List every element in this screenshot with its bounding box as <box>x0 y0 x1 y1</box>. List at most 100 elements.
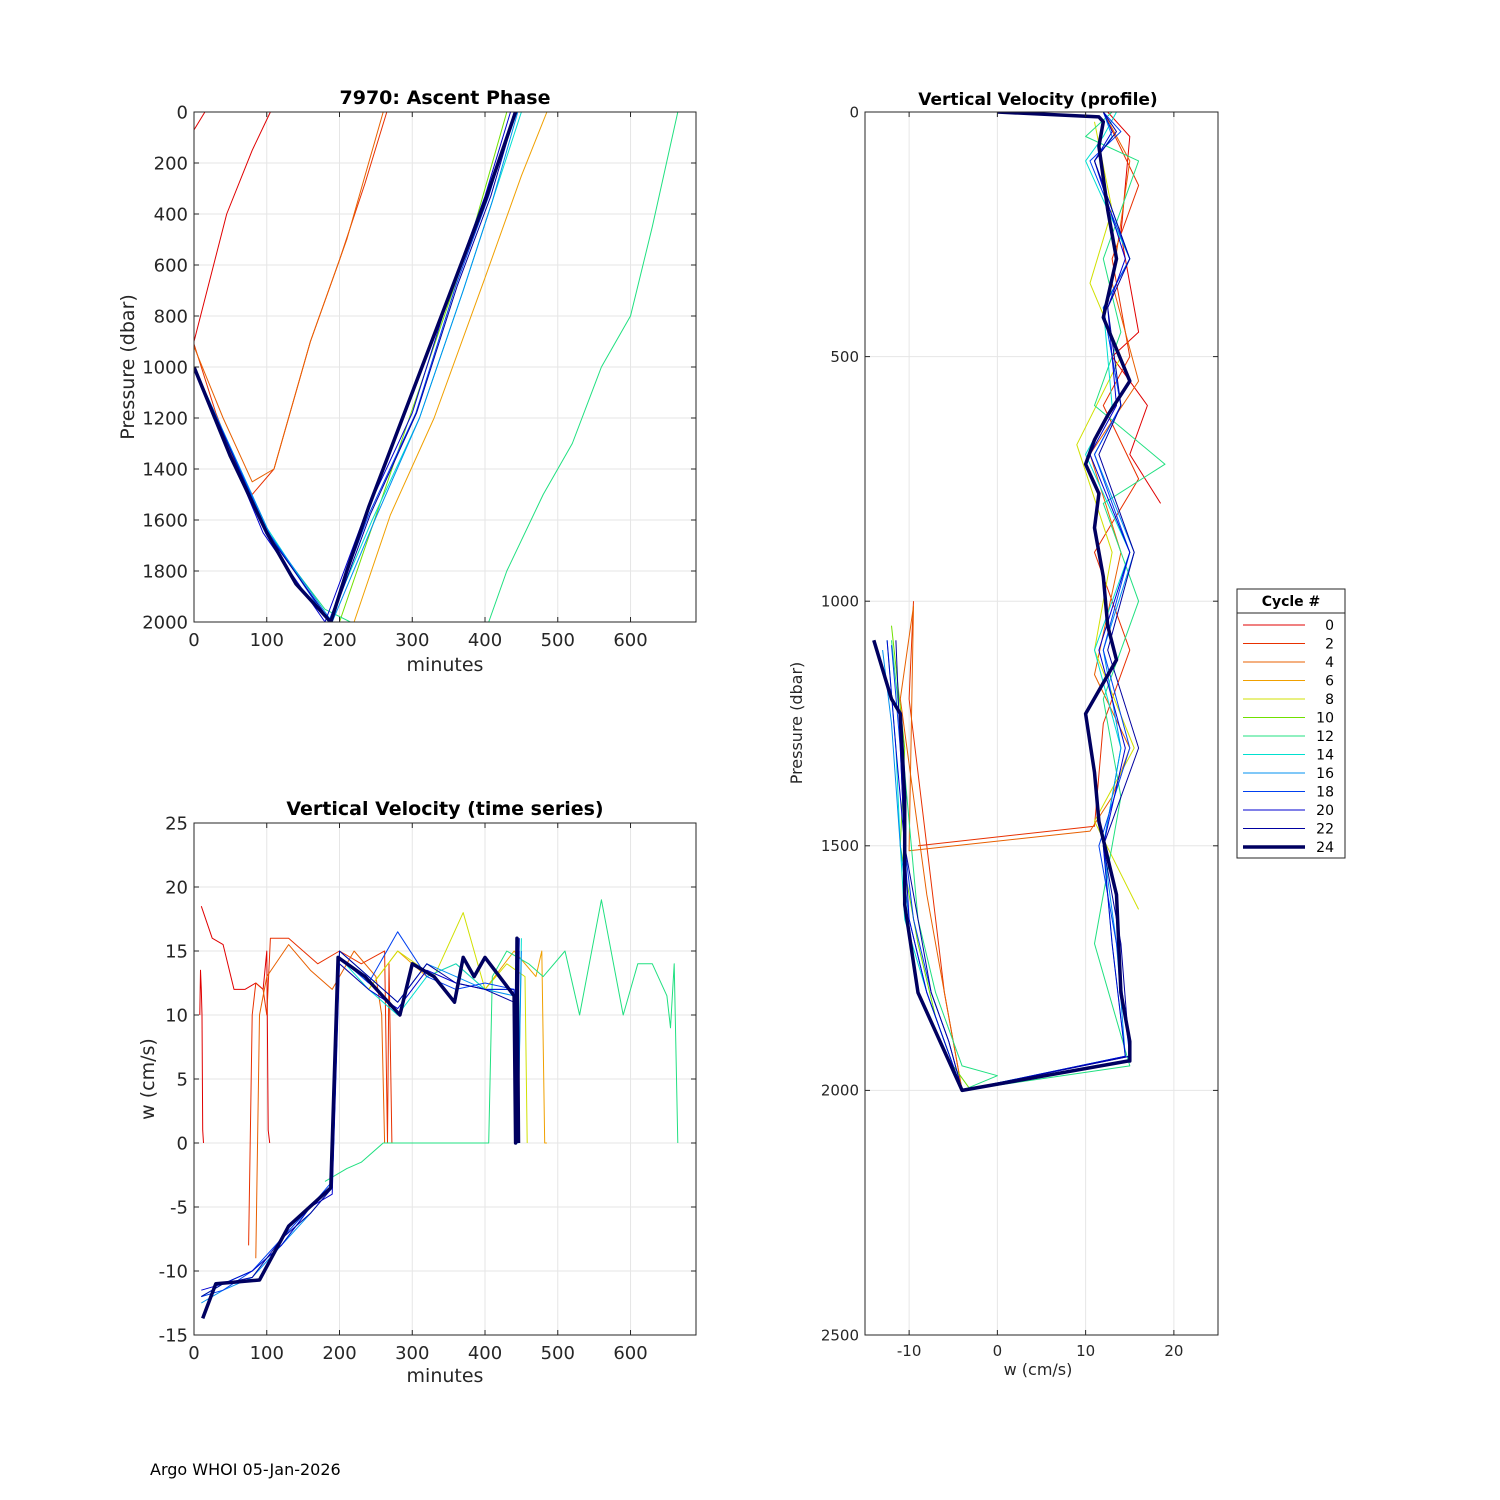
profile-ytick-label: 1500 <box>821 837 859 855</box>
timeseries-xtick-label: 400 <box>468 1343 502 1364</box>
ascent-ytick-label: 1200 <box>142 408 188 429</box>
profile-x-label: w (cm/s) <box>1004 1360 1073 1379</box>
legend-label-cycle-12: 12 <box>1316 729 1334 745</box>
ascent-xtick-label: 500 <box>541 630 575 651</box>
timeseries-series-line-cycle-0 <box>200 906 271 1144</box>
profile-plot-area <box>865 112 1218 1335</box>
legend-label-cycle-24: 24 <box>1316 840 1334 856</box>
legend-label-cycle-22: 22 <box>1316 822 1334 838</box>
timeseries-ytick-label: -10 <box>159 1261 188 1282</box>
ascent-ticks: 0 100 200 300 400 500 600 0 200 400 600 800 1000 1200… <box>142 102 696 651</box>
profile-ytick-label: 1000 <box>821 592 859 610</box>
ascent-series <box>194 112 679 622</box>
profile-axes-box <box>864 111 1219 1336</box>
timeseries-title: Vertical Velocity (time series) <box>286 798 603 820</box>
timeseries-x-label: minutes <box>407 1365 484 1387</box>
ascent-xtick-label: 400 <box>468 630 502 651</box>
ascent-series-line-cycle-0 <box>194 112 271 342</box>
ascent-xtick-label: 600 <box>613 630 647 651</box>
ascent-xtick-label: 100 <box>250 630 284 651</box>
ascent-phase-panel: 0 100 200 300 400 500 600 0 200 400 600 800 1000 1200… <box>117 87 697 676</box>
ascent-xtick-label: 0 <box>188 630 199 651</box>
profile-panel: -10 0 10 20 0 500 1000 1500 2000 2500 Vertical Ve… <box>787 90 1219 1379</box>
timeseries-series <box>199 899 679 1320</box>
profile-series <box>872 112 1166 1093</box>
ascent-xtick-label: 200 <box>322 630 356 651</box>
ascent-series-line-cycle-6 <box>353 112 548 622</box>
timeseries-series-line-cycle-12 <box>324 899 679 1182</box>
legend-label-cycle-8: 8 <box>1325 692 1334 708</box>
ascent-series-line-cycle-12 <box>194 112 679 622</box>
ascent-series-line-cycle-24 <box>194 112 518 622</box>
ascent-xtick-label: 300 <box>395 630 429 651</box>
ascent-series-line-cycle-0 <box>194 112 206 131</box>
ascent-ytick-label: 800 <box>154 306 188 327</box>
timeseries-ytick-label: 10 <box>165 1005 188 1026</box>
timeseries-ytick-label: 15 <box>165 941 188 962</box>
ascent-ytick-label: 0 <box>177 102 188 123</box>
timeseries-series-line-cycle-20 <box>201 950 520 1291</box>
timeseries-series-line-cycle-24 <box>201 936 521 1320</box>
ascent-x-label: minutes <box>407 654 484 676</box>
ascent-series-line-cycle-16 <box>194 112 519 622</box>
timeseries-xtick-label: 600 <box>613 1343 647 1364</box>
profile-title: Vertical Velocity (profile) <box>918 90 1157 110</box>
ascent-ytick-label: 2000 <box>142 612 188 633</box>
legend-box <box>1236 588 1346 859</box>
timeseries-series-line-cycle-4 <box>255 944 387 1259</box>
timeseries-series-line-cycle-0 <box>199 969 204 1144</box>
ascent-ytick-label: 1400 <box>142 459 188 480</box>
ascent-ytick-label: 400 <box>154 204 188 225</box>
legend-label-cycle-14: 14 <box>1316 748 1334 764</box>
timeseries-ytick-label: -5 <box>170 1197 188 1218</box>
ascent-ytick-label: 1600 <box>142 510 188 531</box>
timeseries-xtick-label: 200 <box>322 1343 356 1364</box>
profile-ytick-label: 2500 <box>821 1326 859 1344</box>
timeseries-ytick-label: -15 <box>159 1325 188 1346</box>
timeseries-y-label: w (cm/s) <box>137 1038 159 1120</box>
ascent-ytick-label: 1800 <box>142 561 188 582</box>
legend-label-cycle-0: 0 <box>1325 618 1334 634</box>
profile-series-line-cycle-20 <box>886 112 1131 1091</box>
profile-ytick-label: 2000 <box>821 1082 859 1100</box>
profile-ytick-label: 0 <box>849 103 859 121</box>
timeseries-ticks: 0 100 200 300 400 500 600 -15 -10 -5 0 5 10 15 20 25 <box>159 813 696 1364</box>
ascent-ytick-label: 200 <box>154 153 188 174</box>
profile-xtick-label: 10 <box>1076 1342 1095 1360</box>
timeseries-xtick-label: 300 <box>395 1343 429 1364</box>
timeseries-series-line-cycle-2 <box>248 937 393 1246</box>
timeseries-panel: 0 100 200 300 400 500 600 -15 -10 -5 0 5 10 15 20 25 Ve… <box>137 798 697 1387</box>
ascent-y-label: Pressure (dbar) <box>117 294 139 440</box>
legend-label-cycle-10: 10 <box>1316 711 1334 727</box>
legend-label-cycle-16: 16 <box>1316 766 1334 782</box>
timeseries-xtick-label: 100 <box>250 1343 284 1364</box>
footer-credit: Argo WHOI 05-Jan-2026 <box>150 1460 341 1479</box>
ascent-series-line-cycle-4 <box>194 112 384 483</box>
timeseries-ytick-label: 5 <box>177 1069 188 1090</box>
legend-label-cycle-4: 4 <box>1325 655 1334 671</box>
timeseries-series-line-cycle-22 <box>201 938 520 1298</box>
ascent-ytick-label: 600 <box>154 255 188 276</box>
profile-series-line-cycle-22 <box>895 112 1140 1091</box>
legend-label-cycle-20: 20 <box>1316 803 1334 819</box>
profile-xtick-label: 0 <box>993 1342 1003 1360</box>
timeseries-xtick-label: 0 <box>188 1343 199 1364</box>
ascent-ytick-label: 1000 <box>142 357 188 378</box>
timeseries-ytick-label: 25 <box>165 813 188 834</box>
ascent-series-line-cycle-22 <box>194 112 517 622</box>
profile-xtick-label: 20 <box>1164 1342 1183 1360</box>
legend-label-cycle-6: 6 <box>1325 674 1334 690</box>
timeseries-xtick-label: 500 <box>541 1343 575 1364</box>
profile-xtick-label: -10 <box>897 1342 922 1360</box>
profile-series-line-cycle-24 <box>872 112 1132 1093</box>
legend-label-cycle-2: 2 <box>1325 637 1334 653</box>
profile-ticks: -10 0 10 20 0 500 1000 1500 2000 2500 <box>821 103 1218 1360</box>
timeseries-ytick-label: 0 <box>177 1133 188 1154</box>
profile-series-line-cycle-0 <box>1107 112 1162 504</box>
profile-ytick-label: 500 <box>830 348 859 366</box>
profile-y-label: Pressure (dbar) <box>787 662 806 785</box>
ascent-title: 7970: Ascent Phase <box>340 87 551 109</box>
